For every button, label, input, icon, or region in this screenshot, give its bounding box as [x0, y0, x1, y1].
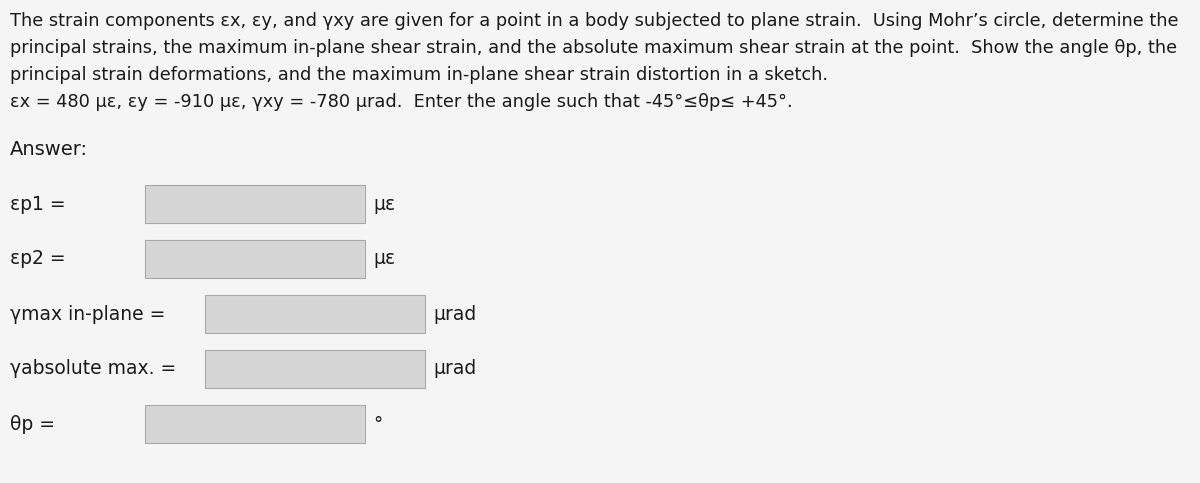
Text: εx = 480 με, εy = -910 με, γxy = -780 μrad.  Enter the angle such that -45°≤θp≤ : εx = 480 με, εy = -910 με, γxy = -780 μr… [10, 93, 793, 111]
FancyBboxPatch shape [145, 185, 365, 223]
Text: μrad: μrad [433, 304, 476, 324]
FancyBboxPatch shape [145, 240, 365, 278]
Text: με: με [373, 250, 395, 269]
FancyBboxPatch shape [205, 350, 425, 388]
FancyBboxPatch shape [145, 405, 365, 443]
Text: εp1 =: εp1 = [10, 195, 66, 213]
Text: εp2 =: εp2 = [10, 250, 66, 269]
Text: principal strains, the maximum in-plane shear strain, and the absolute maximum s: principal strains, the maximum in-plane … [10, 39, 1177, 57]
Text: μrad: μrad [433, 359, 476, 379]
Text: με: με [373, 195, 395, 213]
Text: γmax in-plane =: γmax in-plane = [10, 304, 166, 324]
Text: principal strain deformations, and the maximum in-plane shear strain distortion : principal strain deformations, and the m… [10, 66, 828, 84]
Text: The strain components εx, εy, and γxy are given for a point in a body subjected : The strain components εx, εy, and γxy ar… [10, 12, 1178, 30]
FancyBboxPatch shape [205, 295, 425, 333]
Text: γabsolute max. =: γabsolute max. = [10, 359, 176, 379]
Text: °: ° [373, 414, 383, 434]
Text: Answer:: Answer: [10, 140, 88, 159]
Text: θp =: θp = [10, 414, 55, 434]
